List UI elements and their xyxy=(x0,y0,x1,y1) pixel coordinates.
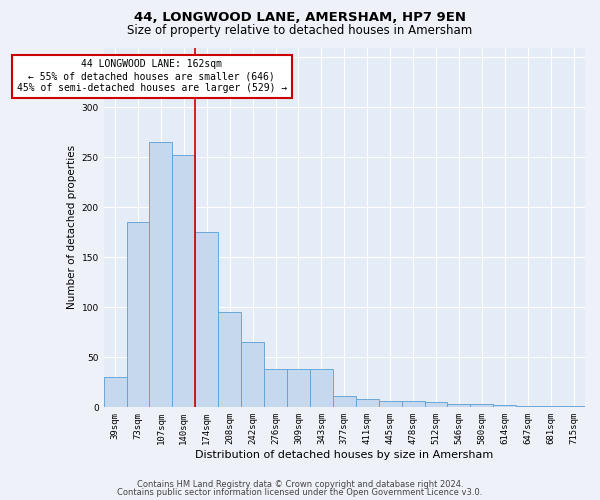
Text: Contains public sector information licensed under the Open Government Licence v3: Contains public sector information licen… xyxy=(118,488,482,497)
Bar xyxy=(104,378,127,408)
Bar xyxy=(539,406,562,408)
Bar xyxy=(172,156,196,408)
Bar xyxy=(493,406,516,407)
Text: 44 LONGWOOD LANE: 162sqm
← 55% of detached houses are smaller (646)
45% of semi-: 44 LONGWOOD LANE: 162sqm ← 55% of detach… xyxy=(17,60,287,92)
Bar xyxy=(448,404,470,407)
Text: Contains HM Land Registry data © Crown copyright and database right 2024.: Contains HM Land Registry data © Crown c… xyxy=(137,480,463,489)
Bar xyxy=(356,400,379,407)
Bar xyxy=(425,402,448,407)
Text: Size of property relative to detached houses in Amersham: Size of property relative to detached ho… xyxy=(127,24,473,37)
Bar xyxy=(310,370,333,408)
Bar xyxy=(401,402,425,407)
Y-axis label: Number of detached properties: Number of detached properties xyxy=(67,146,77,310)
Bar xyxy=(333,396,356,407)
Bar xyxy=(218,312,241,408)
Bar xyxy=(287,370,310,408)
Text: 44, LONGWOOD LANE, AMERSHAM, HP7 9EN: 44, LONGWOOD LANE, AMERSHAM, HP7 9EN xyxy=(134,11,466,24)
Bar xyxy=(149,142,172,408)
Bar xyxy=(241,342,264,407)
Bar xyxy=(470,404,493,407)
Bar xyxy=(264,370,287,408)
Bar xyxy=(127,222,149,408)
Bar xyxy=(516,406,539,408)
Bar xyxy=(196,232,218,408)
Bar xyxy=(562,406,585,408)
Bar xyxy=(379,402,401,407)
X-axis label: Distribution of detached houses by size in Amersham: Distribution of detached houses by size … xyxy=(195,450,493,460)
